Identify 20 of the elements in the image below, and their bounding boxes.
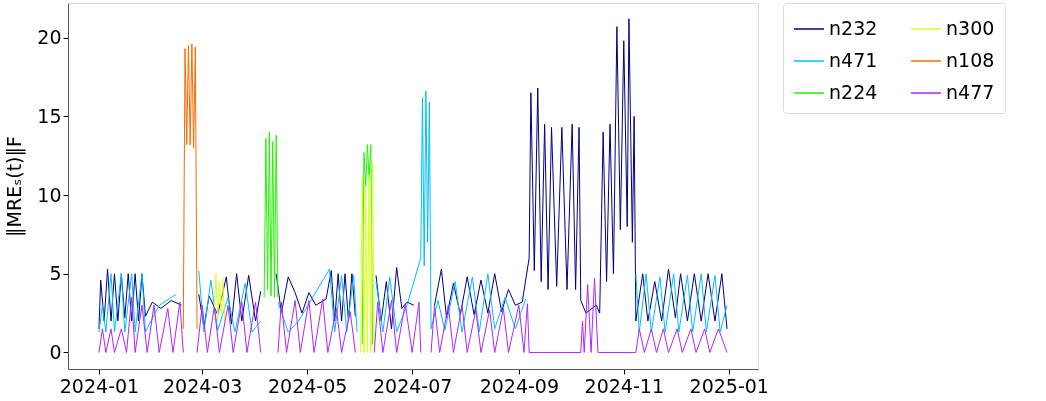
line-series — [182, 43, 198, 330]
y-tick-label: 10 — [37, 183, 62, 206]
legend-label: n108 — [946, 49, 995, 71]
y-axis-title: ‖MREₛ(t)‖F — [3, 136, 27, 237]
x-tick-label: 2024-03 — [163, 374, 243, 397]
x-tick-label: 2024-11 — [584, 374, 664, 397]
legend-label: n471 — [829, 49, 878, 71]
x-tick-label: 2024-07 — [372, 374, 453, 397]
legend-label: n224 — [829, 81, 878, 103]
x-tick-label: 2024-09 — [479, 374, 560, 397]
y-tick-label: 20 — [37, 26, 62, 49]
legend-label: n477 — [946, 81, 995, 103]
x-tick-label: 2024-01 — [59, 374, 140, 397]
legend-label: n300 — [946, 17, 995, 39]
y-tick-label: 0 — [49, 340, 62, 363]
y-tick-label: 5 — [49, 262, 62, 285]
x-tick-label: 2024-05 — [267, 374, 348, 397]
y-tick-label: 15 — [37, 104, 62, 127]
legend-label: n232 — [829, 17, 878, 39]
x-tick-label: 2025-01 — [689, 374, 769, 397]
